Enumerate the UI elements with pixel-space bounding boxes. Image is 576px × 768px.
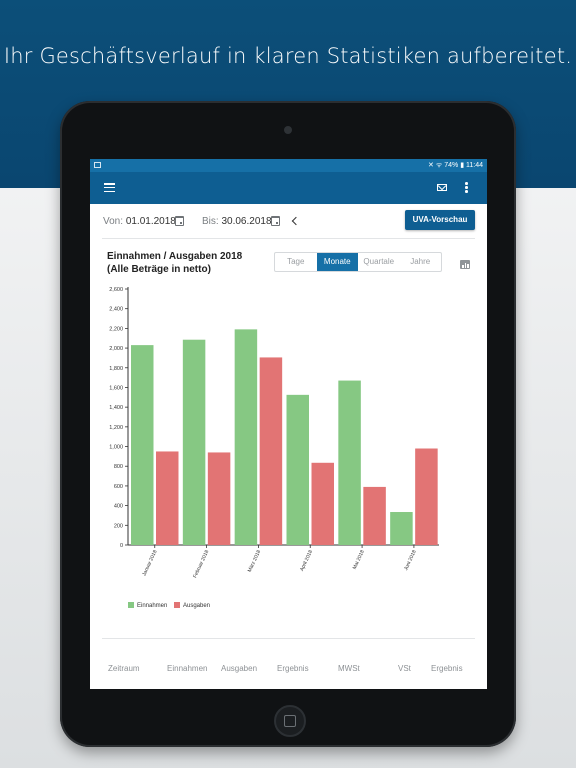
y-tick-label: 2,600 [109, 287, 123, 293]
more-vert-icon[interactable] [465, 182, 468, 194]
y-tick-label: 1,000 [109, 445, 123, 451]
wifi-icon: ᯤ [435, 162, 443, 169]
battery-percent: 74% [444, 162, 459, 169]
tab-quartale[interactable]: Quartale [363, 257, 395, 266]
legend-label-einnahmen: Einnahmen [137, 603, 168, 609]
divider-bottom [102, 638, 475, 639]
bar-einnahmen-1 [131, 345, 154, 545]
app-screen: ✕ ᯤ 74% ▮ 11:44 Von: 01.01.2018 Bis: 30.… [90, 159, 487, 689]
tab-tage[interactable]: Tage [287, 257, 305, 266]
y-tick-label: 2,200 [109, 326, 123, 332]
chevron-left-icon[interactable] [291, 216, 301, 226]
bar-ausgaben-4 [311, 462, 334, 545]
date-to-value: 30.06.2018 [221, 216, 272, 227]
legend-label-ausgaben: Ausgaben [183, 603, 211, 609]
col-mwst: MWSt [338, 664, 360, 673]
y-tick-label: 1,200 [109, 425, 123, 431]
chart-title-line1: Einnahmen / Ausgaben 2018 [107, 251, 243, 262]
date-from[interactable]: Von: 01.01.2018 [103, 216, 176, 227]
col-vst: VSt [398, 664, 411, 673]
x-tick-label: März 2018 [247, 549, 263, 573]
x-tick-label: Februar 2018 [192, 549, 210, 579]
date-to-label: Bis: [202, 216, 219, 227]
col-einnahmen: Einnahmen [167, 664, 208, 673]
tab-jahre[interactable]: Jahre [410, 257, 431, 266]
bar-chart-icon[interactable] [460, 260, 470, 269]
bar-ausgaben-6 [415, 448, 438, 545]
home-icon [284, 715, 296, 727]
period-segmented-control: Tage Monate Quartale Jahre [274, 252, 442, 272]
status-time: 11:44 [466, 162, 483, 169]
summary-table-header: Zeitraum Einnahmen Ausgaben Ergebnis MWS… [90, 664, 487, 676]
legend-ausgaben: Ausgaben [174, 602, 210, 609]
divider [102, 238, 475, 239]
calendar-to-icon[interactable] [271, 216, 280, 226]
y-tick-label: 1,600 [109, 385, 123, 391]
y-tick-label: 400 [114, 504, 123, 510]
y-tick-label: 600 [114, 484, 123, 490]
hamburger-menu-icon[interactable] [104, 183, 115, 193]
x-tick-label: Mai 2018 [352, 549, 366, 570]
bar-chart: 0 200 400 600 800 1,000 1,200 1,400 1,600 1,800 2,… [109, 287, 439, 579]
chart-title-line2: (Alle Beträge in netto) [107, 264, 211, 275]
bar-einnahmen-2 [182, 339, 206, 545]
bar-einnahmen-5 [338, 380, 361, 545]
bar-einnahmen-3 [234, 329, 258, 545]
legend-swatch-ausgaben [174, 602, 180, 608]
mail-icon[interactable] [437, 184, 447, 191]
app-bar [90, 172, 487, 204]
bar-ausgaben-3 [259, 357, 283, 545]
mute-icon: ✕ [428, 162, 434, 169]
legend-swatch-einnahmen [128, 602, 134, 608]
date-from-label: Von: [103, 216, 124, 227]
bar-ausgaben-2 [207, 452, 231, 545]
bar-einnahmen-4 [286, 394, 309, 545]
y-tick-label: 0 [120, 543, 123, 549]
date-from-value: 01.01.2018 [125, 216, 176, 227]
x-tick-label: Juni 2018 [403, 549, 418, 571]
uva-preview-button[interactable]: UVA-Vorschau [405, 210, 475, 230]
bar-einnahmen-6 [390, 512, 413, 545]
home-button[interactable] [274, 705, 306, 737]
x-tick-label: April 2018 [299, 549, 314, 572]
promo-headline: Ihr Geschäftsverlauf in klaren Statistik… [3, 44, 573, 68]
y-tick-label: 800 [114, 464, 123, 470]
camera-icon [284, 126, 292, 134]
y-tick-label: 1,400 [109, 405, 123, 411]
chart-title: Einnahmen / Ausgaben 2018 (Alle Beträge … [107, 250, 242, 276]
calendar-from-icon[interactable] [175, 216, 184, 226]
x-tick-label: Januar 2018 [141, 549, 158, 577]
col-zeitraum: Zeitraum [108, 664, 140, 673]
date-to[interactable]: Bis: 30.06.2018 [202, 216, 272, 227]
col-ausgaben: Ausgaben [221, 664, 258, 673]
col-ergebnis: Ergebnis [277, 664, 309, 673]
status-right: ✕ ᯤ 74% ▮ 11:44 [428, 161, 483, 170]
y-tick-label: 2,000 [109, 346, 123, 352]
y-tick-label: 1,800 [109, 366, 123, 372]
col-ergebnis-2: Ergebnis [431, 664, 463, 673]
y-tick-label: 2,400 [109, 307, 123, 313]
bar-ausgaben-1 [156, 451, 179, 545]
image-notification-icon [94, 162, 101, 168]
tab-monate[interactable]: Monate [316, 253, 358, 271]
y-tick-label: 200 [114, 523, 123, 529]
bar-ausgaben-5 [363, 486, 386, 545]
legend-einnahmen: Einnahmen [128, 602, 167, 609]
status-bar: ✕ ᯤ 74% ▮ 11:44 [90, 159, 487, 172]
battery-icon: ▮ [460, 162, 465, 169]
date-range-bar: Von: 01.01.2018 Bis: 30.06.2018 [90, 204, 487, 238]
